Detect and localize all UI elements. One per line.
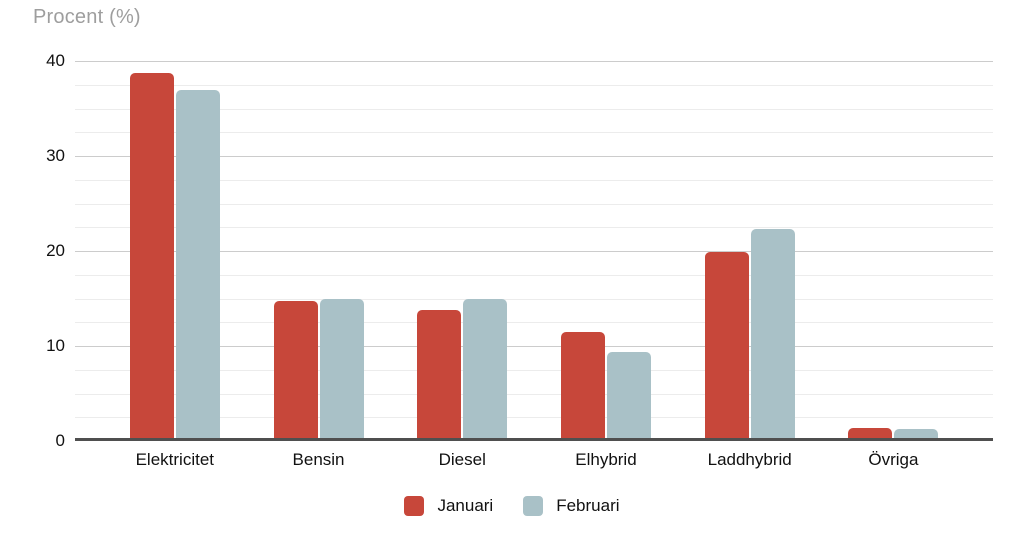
y-axis-tick-label: 40 [46, 51, 65, 70]
legend-item-januari[interactable]: Januari [404, 496, 493, 516]
minor-gridline [75, 108, 993, 110]
legend-swatch-februari [523, 496, 544, 516]
x-axis-label-elektricitet: Elektricitet [135, 450, 215, 469]
x-axis-label-bensin: Bensin [292, 450, 345, 469]
bar-januari-ovriga[interactable] [848, 427, 893, 441]
minor-gridline [75, 369, 993, 371]
bar-januari-elhybrid[interactable] [560, 331, 605, 441]
bar-februari-diesel[interactable] [463, 299, 508, 441]
major-gridline [75, 251, 993, 252]
minor-gridline [75, 393, 993, 395]
bar-februari-elektricitet[interactable] [175, 89, 220, 441]
minor-gridline [75, 84, 993, 86]
x-axis-label-laddhybrid: Laddhybrid [707, 450, 792, 469]
minor-gridline [75, 417, 993, 419]
bar-januari-laddhybrid[interactable] [704, 251, 749, 441]
legend-label: Februari [556, 496, 620, 515]
minor-gridline [75, 322, 993, 324]
legend: Januari Februari [0, 496, 1024, 516]
bar-januari-bensin[interactable] [273, 301, 318, 441]
bar-januari-elektricitet[interactable] [129, 73, 174, 441]
minor-gridline [75, 203, 993, 205]
y-axis-tick-label: 30 [46, 146, 65, 165]
legend-item-februari[interactable]: Februari [523, 496, 620, 516]
minor-gridline [75, 298, 993, 300]
major-gridline [75, 346, 993, 347]
minor-gridline [75, 132, 993, 134]
y-axis-tick-label: 0 [55, 431, 65, 450]
y-axis-tick-label: 10 [46, 336, 65, 355]
minor-gridline [75, 274, 993, 276]
y-axis-tick-label: 20 [46, 241, 65, 260]
x-axis-label-elhybrid: Elhybrid [575, 450, 637, 469]
minor-gridline [75, 227, 993, 229]
bar-februari-ovriga[interactable] [894, 428, 939, 441]
legend-swatch-januari [404, 496, 425, 516]
major-gridline [75, 61, 993, 62]
bar-februari-laddhybrid[interactable] [750, 229, 795, 441]
bar-januari-diesel[interactable] [417, 309, 462, 441]
major-gridline [75, 156, 993, 157]
bar-februari-bensin[interactable] [319, 299, 364, 441]
x-axis-label-diesel: Diesel [438, 450, 486, 469]
x-axis-label-ovriga: Övriga [868, 450, 919, 469]
minor-gridline [75, 179, 993, 181]
legend-label: Januari [437, 496, 494, 515]
bar-februari-elhybrid[interactable] [606, 351, 651, 441]
x-axis-line [75, 438, 993, 441]
chart-title: Procent (%) [33, 6, 141, 28]
